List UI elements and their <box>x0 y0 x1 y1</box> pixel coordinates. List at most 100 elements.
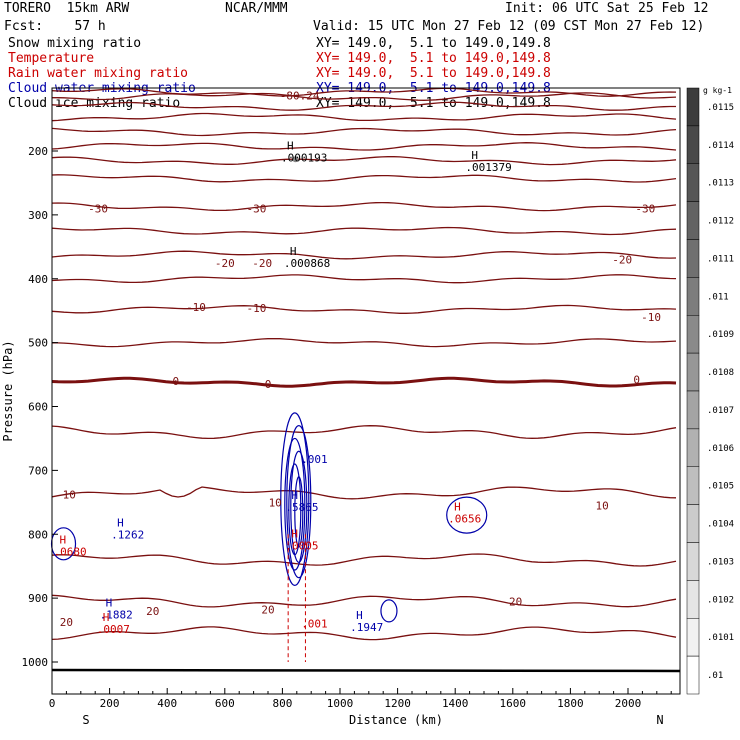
colorbar-label: .0111 <box>707 254 734 264</box>
colorbar-box <box>686 163 700 202</box>
cloud-water-contour <box>380 599 398 623</box>
y-tick-label: 800 <box>28 528 48 541</box>
field-temperature-xy: XY= 149.0, 5.1 to 149.0,149.8 <box>316 51 551 66</box>
colorbar-unit: g kg-1 <box>703 86 732 95</box>
extremum-value: .1262 <box>111 528 144 541</box>
temperature-contour <box>51 337 677 348</box>
x-tick-label: 1400 <box>442 697 469 710</box>
cloud-water-contour <box>284 437 306 571</box>
x-tick-label: 800 <box>272 697 292 710</box>
extremum-marker: H <box>117 516 124 529</box>
cloud-water-contour <box>286 425 312 579</box>
temperature-label: -80.24 <box>280 89 320 102</box>
temperature-label: 20 <box>261 604 274 617</box>
temperature-contours <box>51 87 681 673</box>
temperature-contour <box>51 142 677 151</box>
temperature-contour <box>51 304 677 314</box>
x-tick-label: 0 <box>49 697 56 710</box>
extremum-marker: H <box>291 528 298 541</box>
colorbar-box <box>686 580 700 619</box>
temperature-label: -30 <box>247 202 267 215</box>
temperature-label: 10 <box>595 500 608 513</box>
y-tick-label: 200 <box>28 145 48 158</box>
cloud-water-contour <box>294 476 304 548</box>
colorbar-box <box>686 390 700 430</box>
x-tick-label: 2000 <box>615 697 642 710</box>
temperature-label: -20 <box>215 257 235 270</box>
temperature-label: -20 <box>612 254 632 267</box>
colorbar-box <box>686 466 700 505</box>
temperature-contour <box>51 425 677 440</box>
temperature-contour <box>51 156 677 166</box>
x-tick-label: 1800 <box>557 697 584 710</box>
x-tick-label: 400 <box>157 697 177 710</box>
extrema-labels: H.000193 H.001379H.000868.001H.5865H.0005… <box>54 139 512 635</box>
y-tick-label: 900 <box>28 592 48 605</box>
temperature-label: 0 <box>265 378 272 391</box>
temperature-label: 10 <box>269 496 282 509</box>
temperature-label: -30 <box>635 202 655 215</box>
temperature-contour <box>51 626 677 641</box>
temperature-label: 20 <box>60 616 73 629</box>
temperature-label: 10 <box>63 489 76 502</box>
extremum-value: .5865 <box>285 501 318 514</box>
temperature-contour <box>51 101 676 111</box>
colorbar-label: .0108 <box>707 368 734 378</box>
y-tick-label: 1000 <box>22 656 49 669</box>
colorbar-box <box>686 655 700 695</box>
temperature-contour <box>51 127 677 137</box>
colorbar: .0115 .0114 .0113 .0112 .0111 .011 .0109 .0108.… <box>686 86 734 695</box>
field-rain: Rain water mixing ratio <box>8 66 189 81</box>
cloud-water-contour <box>446 496 488 534</box>
x-tick-label: 1600 <box>500 697 527 710</box>
init-time: Init: 06 UTC Sat 25 Feb 12 <box>505 1 709 16</box>
extremum-value: .0005 <box>285 540 318 553</box>
extremum-value: .001 <box>301 453 328 466</box>
temperature-label: -10 <box>641 311 661 324</box>
model-title: TORERO 15km ARW <box>4 1 130 16</box>
colorbar-label: .0107 <box>707 406 734 416</box>
temperature-contour <box>51 174 677 183</box>
temperature-label: -10 <box>247 302 267 315</box>
cloud-water-contour <box>290 450 308 563</box>
x-tick-label: 1200 <box>384 697 411 710</box>
plot-frame <box>51 87 681 695</box>
x-end-label-south: S <box>82 713 89 727</box>
temperature-contour <box>51 112 677 122</box>
colorbar-label: .0104 <box>707 520 734 530</box>
colorbar-label: .0109 <box>707 330 734 340</box>
colorbar-label: .0112 <box>707 217 734 227</box>
colorbar-label: .0102 <box>707 595 734 605</box>
x-axis-label: Distance (km) <box>349 713 443 727</box>
temperature-contour <box>51 486 677 500</box>
y-tick-label: 700 <box>28 464 48 477</box>
temperature-label: 0 <box>173 375 180 388</box>
x-end-label-north: N <box>656 713 663 727</box>
x-tick-label: 1000 <box>327 697 354 710</box>
colorbar-label: .0103 <box>707 557 734 567</box>
colorbar-label: .01 <box>707 671 723 681</box>
temperature-contour <box>51 226 677 236</box>
field-snow-xy: XY= 149.0, 5.1 to 149.0,149.8 <box>316 36 551 51</box>
temperature-contour <box>51 274 677 284</box>
center-label: NCAR/MMM <box>225 1 288 16</box>
y-tick-label: 500 <box>28 337 48 350</box>
ground-line <box>51 668 681 673</box>
colorbar-box <box>686 504 700 543</box>
extremum-marker: H <box>106 597 113 610</box>
temperature-label: 20 <box>509 595 522 608</box>
field-rain-xy: XY= 149.0, 5.1 to 149.0,149.8 <box>316 66 551 81</box>
extremum-value: .1882 <box>100 609 133 622</box>
temperature-label: 0 <box>633 374 640 387</box>
extremum-value: .1947 <box>350 621 383 634</box>
extremum-marker: H <box>291 489 298 502</box>
colorbar-box <box>686 428 700 467</box>
colorbar-box <box>686 239 700 278</box>
colorbar-box <box>686 87 700 127</box>
colorbar-box <box>686 277 700 316</box>
temperature-label: -30 <box>88 202 108 215</box>
extremum-marker: H <box>103 611 110 624</box>
extremum-value: .0656 <box>448 512 481 525</box>
colorbar-box <box>686 315 700 354</box>
